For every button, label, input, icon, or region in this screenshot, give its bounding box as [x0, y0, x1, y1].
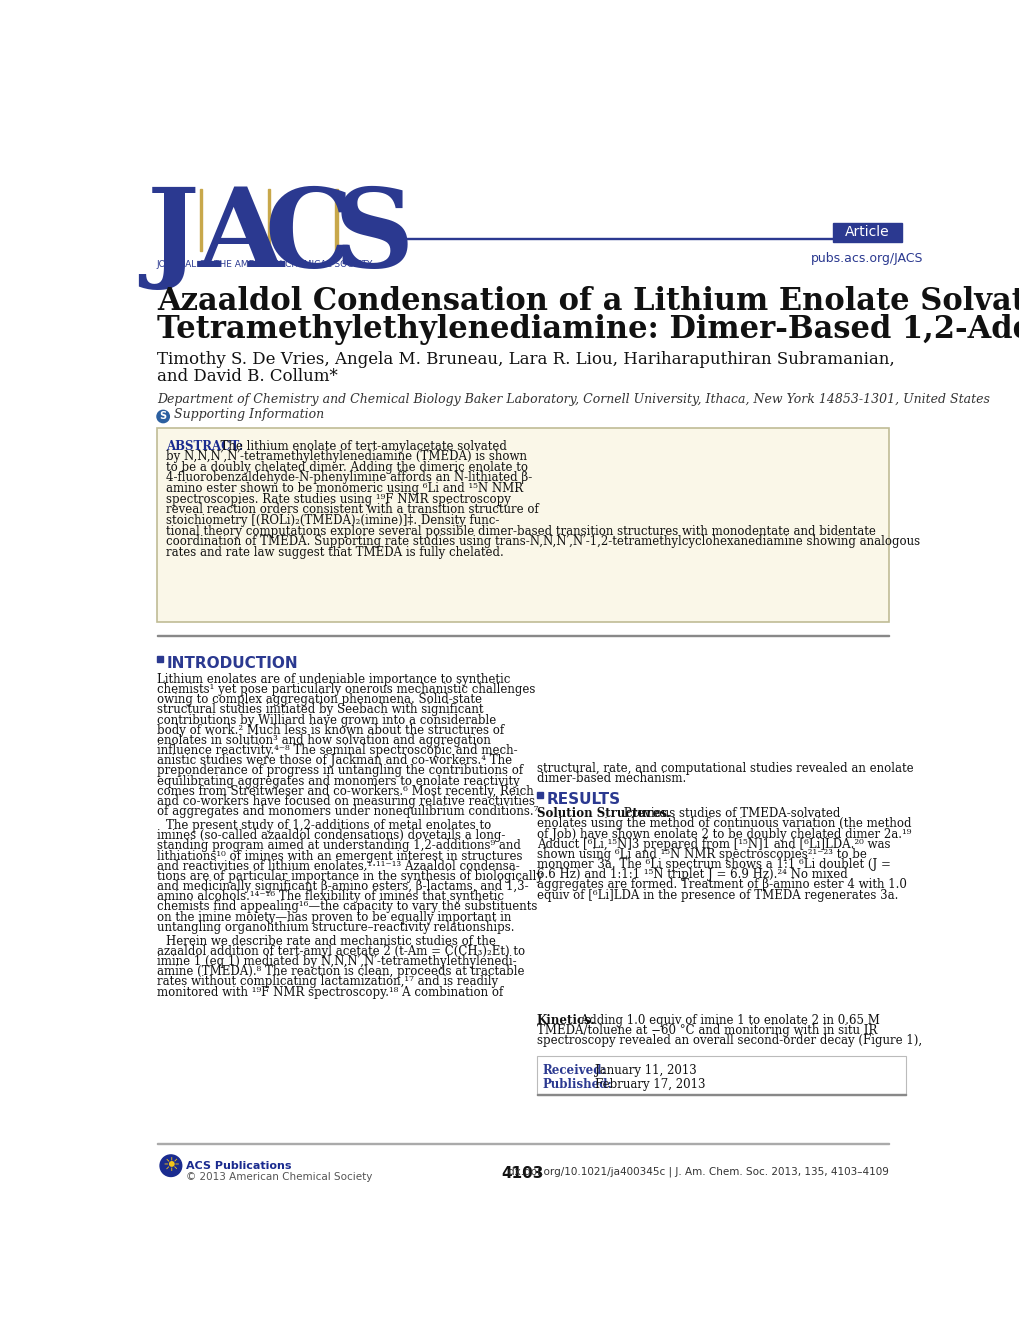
Text: on the imine moiety—has proven to be equally important in: on the imine moiety—has proven to be equ… [157, 911, 511, 923]
Text: Kinetics.: Kinetics. [536, 1014, 595, 1027]
Text: coordination of TMEDA. Supporting rate studies using trans-N,N,N′,N′-1,2-tetrame: coordination of TMEDA. Supporting rate s… [166, 535, 919, 548]
Text: Published:: Published: [542, 1078, 612, 1091]
Text: equilibrating aggregates and monomers to enolate reactivity: equilibrating aggregates and monomers to… [157, 775, 520, 787]
Text: Adding 1.0 equiv of imine 1 to enolate 2 in 0.65 M: Adding 1.0 equiv of imine 1 to enolate 2… [577, 1014, 879, 1027]
Text: TMEDA/toluene at −60 °C and monitoring with in situ IR: TMEDA/toluene at −60 °C and monitoring w… [536, 1025, 876, 1038]
Text: and co-workers have focused on measuring relative reactivities: and co-workers have focused on measuring… [157, 795, 534, 808]
Bar [536, 1057, 905, 1095]
Text: Tetramethylethylenediamine: Dimer-Based 1,2-Addition to Imines: Tetramethylethylenediamine: Dimer-Based … [157, 313, 1019, 346]
Text: rates without complicating lactamization,¹⁷ and is readily: rates without complicating lactamization… [157, 975, 497, 988]
Text: spectroscopy revealed an overall second-order decay (Figure 1),: spectroscopy revealed an overall second-… [536, 1034, 921, 1047]
Circle shape [160, 1155, 181, 1177]
Text: tions are of particular importance in the synthesis of biologically: tions are of particular importance in th… [157, 870, 542, 883]
Text: amine (TMEDA).⁸ The reaction is clean, proceeds at tractable: amine (TMEDA).⁸ The reaction is clean, p… [157, 966, 524, 978]
Bar [157, 428, 888, 622]
Text: Timothy S. De Vries, Angela M. Bruneau, Lara R. Liou, Hariharaputhiran Subramani: Timothy S. De Vries, Angela M. Bruneau, … [157, 351, 894, 368]
Text: to be a doubly chelated dimer. Adding the dimeric enolate to: to be a doubly chelated dimer. Adding th… [166, 460, 528, 474]
Text: untangling organolithium structure–reactivity relationships.: untangling organolithium structure–react… [157, 920, 514, 934]
Text: dx.doi.org/10.1021/ja400345c | J. Am. Chem. Soc. 2013, 135, 4103–4109: dx.doi.org/10.1021/ja400345c | J. Am. Ch… [507, 1166, 888, 1177]
Text: aggregates are formed. Treatment of β-amino ester 4 with 1.0: aggregates are formed. Treatment of β-am… [536, 878, 906, 891]
Text: amino alcohols.¹⁴⁻¹⁶ The flexibility of imines that synthetic: amino alcohols.¹⁴⁻¹⁶ The flexibility of … [157, 890, 503, 903]
Text: © 2013 American Chemical Society: © 2013 American Chemical Society [186, 1171, 372, 1182]
Text: 4-fluorobenzaldehyde-N-phenylimine affords an N-lithiated β-: 4-fluorobenzaldehyde-N-phenylimine affor… [166, 471, 532, 484]
Text: of Job) have shown enolate 2 to be doubly chelated dimer 2a.¹⁹: of Job) have shown enolate 2 to be doubl… [536, 827, 910, 840]
Text: contributions by Williard have grown into a considerable: contributions by Williard have grown int… [157, 714, 495, 727]
Text: structural studies initiated by Seebach with significant: structural studies initiated by Seebach … [157, 703, 483, 716]
Text: ABSTRACT:: ABSTRACT: [166, 440, 244, 452]
Text: January 11, 2013: January 11, 2013 [594, 1065, 696, 1077]
Text: enolates using the method of continuous variation (the method: enolates using the method of continuous … [536, 818, 910, 830]
Text: by N,N,N′,N′-tetramethylethylenediamine (TMEDA) is shown: by N,N,N′,N′-tetramethylethylenediamine … [166, 450, 527, 463]
Bar [157, 656, 163, 662]
Bar [335, 189, 337, 251]
Text: Received:: Received: [542, 1065, 606, 1077]
Text: JOURNAL OF THE AMERICAN CHEMICAL SOCIETY: JOURNAL OF THE AMERICAN CHEMICAL SOCIETY [157, 260, 373, 269]
Text: rates and rate law suggest that TMEDA is fully chelated.: rates and rate law suggest that TMEDA is… [166, 546, 503, 559]
Text: structural, rate, and computational studies revealed an enolate: structural, rate, and computational stud… [536, 762, 912, 775]
Text: A: A [198, 183, 283, 291]
Text: Article: Article [845, 225, 889, 240]
Circle shape [157, 411, 169, 423]
Text: S: S [333, 183, 414, 291]
Text: Solution Structures.: Solution Structures. [536, 807, 671, 820]
Text: shown using ⁶Li and ¹⁵N NMR spectroscopies²¹⁻²³ to be: shown using ⁶Li and ¹⁵N NMR spectroscopi… [536, 848, 866, 860]
Text: of aggregates and monomers under nonequilibrium conditions.⁷: of aggregates and monomers under nonequi… [157, 804, 538, 818]
Text: imines (so-called azaaldol condensations) dovetails a long-: imines (so-called azaaldol condensations… [157, 830, 504, 842]
Text: 6.6 Hz) and 1:1:1 ¹⁵N triplet J = 6.9 Hz).²⁴ No mixed: 6.6 Hz) and 1:1:1 ¹⁵N triplet J = 6.9 Hz… [536, 868, 847, 882]
Text: equiv of [⁶Li]LDA in the presence of TMEDA regenerates 3a.: equiv of [⁶Li]LDA in the presence of TME… [536, 888, 897, 902]
Text: RESULTS: RESULTS [546, 792, 621, 807]
Text: and medicinally significant β-amino esters, β-lactams, and 1,3-: and medicinally significant β-amino este… [157, 880, 528, 892]
Bar [832, 223, 902, 241]
Text: reveal reaction orders consistent with a transition structure of: reveal reaction orders consistent with a… [166, 503, 538, 516]
Bar [268, 189, 270, 251]
Bar [393, 237, 896, 239]
Text: amino ester shown to be monomeric using ⁶Li and ¹⁵N NMR: amino ester shown to be monomeric using … [166, 482, 523, 495]
Text: and reactivities of lithium enolates.¹·¹¹⁻¹³ Azaaldol condensa-: and reactivities of lithium enolates.¹·¹… [157, 859, 520, 872]
Text: chemists¹ yet pose particularly onerous mechanistic challenges: chemists¹ yet pose particularly onerous … [157, 683, 535, 696]
Text: monomer 3a. The ⁶Li spectrum shows a 1:1 ⁶Li doublet (J =: monomer 3a. The ⁶Li spectrum shows a 1:1… [536, 858, 890, 871]
Text: S: S [159, 411, 166, 422]
Text: comes from Streitwieser and co-workers.⁶ Most recently, Reich: comes from Streitwieser and co-workers.⁶… [157, 784, 533, 798]
Text: stoichiometry [(ROLi)₂(TMEDA)₂(imine)]‡. Density func-: stoichiometry [(ROLi)₂(TMEDA)₂(imine)]‡.… [166, 514, 499, 527]
Text: enolates in solution³ and how solvation and aggregation: enolates in solution³ and how solvation … [157, 734, 490, 747]
Text: dimer-based mechanism.: dimer-based mechanism. [536, 772, 686, 786]
Text: INTRODUCTION: INTRODUCTION [167, 656, 299, 671]
Text: Lithium enolates are of undeniable importance to synthetic: Lithium enolates are of undeniable impor… [157, 672, 509, 686]
Text: spectroscopies. Rate studies using ¹⁹F NMR spectroscopy: spectroscopies. Rate studies using ¹⁹F N… [166, 492, 511, 506]
Text: Department of Chemistry and Chemical Biology Baker Laboratory, Cornell Universit: Department of Chemistry and Chemical Bio… [157, 392, 988, 406]
Text: February 17, 2013: February 17, 2013 [594, 1078, 704, 1091]
Text: ACS Publications: ACS Publications [186, 1161, 291, 1171]
Text: azaaldol addition of tert-amyl acetate 2 (t-Am = C(CH₃)₂Et) to: azaaldol addition of tert-amyl acetate 2… [157, 944, 525, 958]
Text: standing program aimed at understanding 1,2-additions⁹ and: standing program aimed at understanding … [157, 839, 521, 852]
Text: Previous studies of TMEDA-solvated: Previous studies of TMEDA-solvated [620, 807, 840, 820]
Text: body of work.² Much less is known about the structures of: body of work.² Much less is known about … [157, 724, 503, 736]
Text: C: C [264, 183, 353, 291]
Text: chemists find appealing¹⁶—the capacity to vary the substituents: chemists find appealing¹⁶—the capacity t… [157, 900, 537, 914]
Text: Supporting Information: Supporting Information [174, 408, 324, 422]
Text: The lithium enolate of tert-amylacetate solvated: The lithium enolate of tert-amylacetate … [213, 440, 506, 452]
Text: tional theory computations explore several possible dimer-based transition struc: tional theory computations explore sever… [166, 524, 875, 538]
Bar [536, 792, 542, 798]
Text: imine 1 (eq 1) mediated by N,N,N′,N′-tetramethylethylenedi-: imine 1 (eq 1) mediated by N,N,N′,N′-tet… [157, 955, 516, 968]
Text: preponderance of progress in untangling the contributions of: preponderance of progress in untangling … [157, 764, 523, 778]
Text: ☀: ☀ [162, 1157, 179, 1175]
Text: monitored with ¹⁹F NMR spectroscopy.¹⁸ A combination of: monitored with ¹⁹F NMR spectroscopy.¹⁸ A… [157, 986, 502, 999]
Text: Azaaldol Condensation of a Lithium Enolate Solvated by N,N,N′,N′-: Azaaldol Condensation of a Lithium Enola… [157, 285, 1019, 316]
Text: anistic studies were those of Jackman and co-workers.⁴ The: anistic studies were those of Jackman an… [157, 754, 512, 767]
Text: lithiations¹⁰ of imines with an emergent interest in structures: lithiations¹⁰ of imines with an emergent… [157, 850, 522, 863]
Text: owing to complex aggregation phenomena. Solid-state: owing to complex aggregation phenomena. … [157, 694, 482, 706]
Text: The present study of 1,2-additions of metal enolates to: The present study of 1,2-additions of me… [166, 819, 491, 832]
Text: and David B. Collum*: and David B. Collum* [157, 368, 337, 386]
Text: Adduct [⁶Li,¹⁵N]3 prepared from [¹⁵N]1 and [⁶Li]LDA.²⁰ was: Adduct [⁶Li,¹⁵N]3 prepared from [¹⁵N]1 a… [536, 838, 890, 851]
Text: influence reactivity.⁴⁻⁸ The seminal spectroscopic and mech-: influence reactivity.⁴⁻⁸ The seminal spe… [157, 744, 517, 758]
Text: J: J [146, 183, 199, 291]
Text: 4103: 4103 [501, 1166, 543, 1182]
Bar [200, 189, 202, 251]
Text: Herein we describe rate and mechanistic studies of the: Herein we describe rate and mechanistic … [166, 935, 495, 947]
Text: pubs.acs.org/JACS: pubs.acs.org/JACS [810, 252, 923, 265]
